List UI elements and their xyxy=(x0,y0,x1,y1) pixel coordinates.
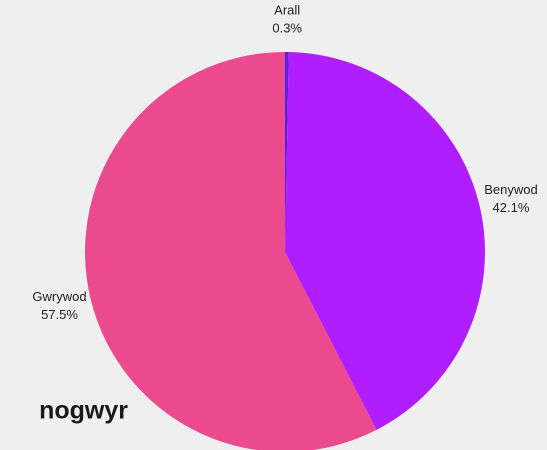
slice-value-label: 0.3% xyxy=(272,20,302,35)
pie-slice xyxy=(285,52,289,252)
slice-label: Gwrywod xyxy=(32,289,86,304)
slice-value-label: 57.5% xyxy=(41,307,78,322)
slice-label: Arall xyxy=(274,2,300,17)
heading: nogwyr xyxy=(39,397,128,425)
pie-slice xyxy=(85,52,377,450)
slice-value-label: 42.1% xyxy=(493,200,530,215)
pie-slice xyxy=(285,52,485,430)
slice-label: Benywod xyxy=(484,182,537,197)
